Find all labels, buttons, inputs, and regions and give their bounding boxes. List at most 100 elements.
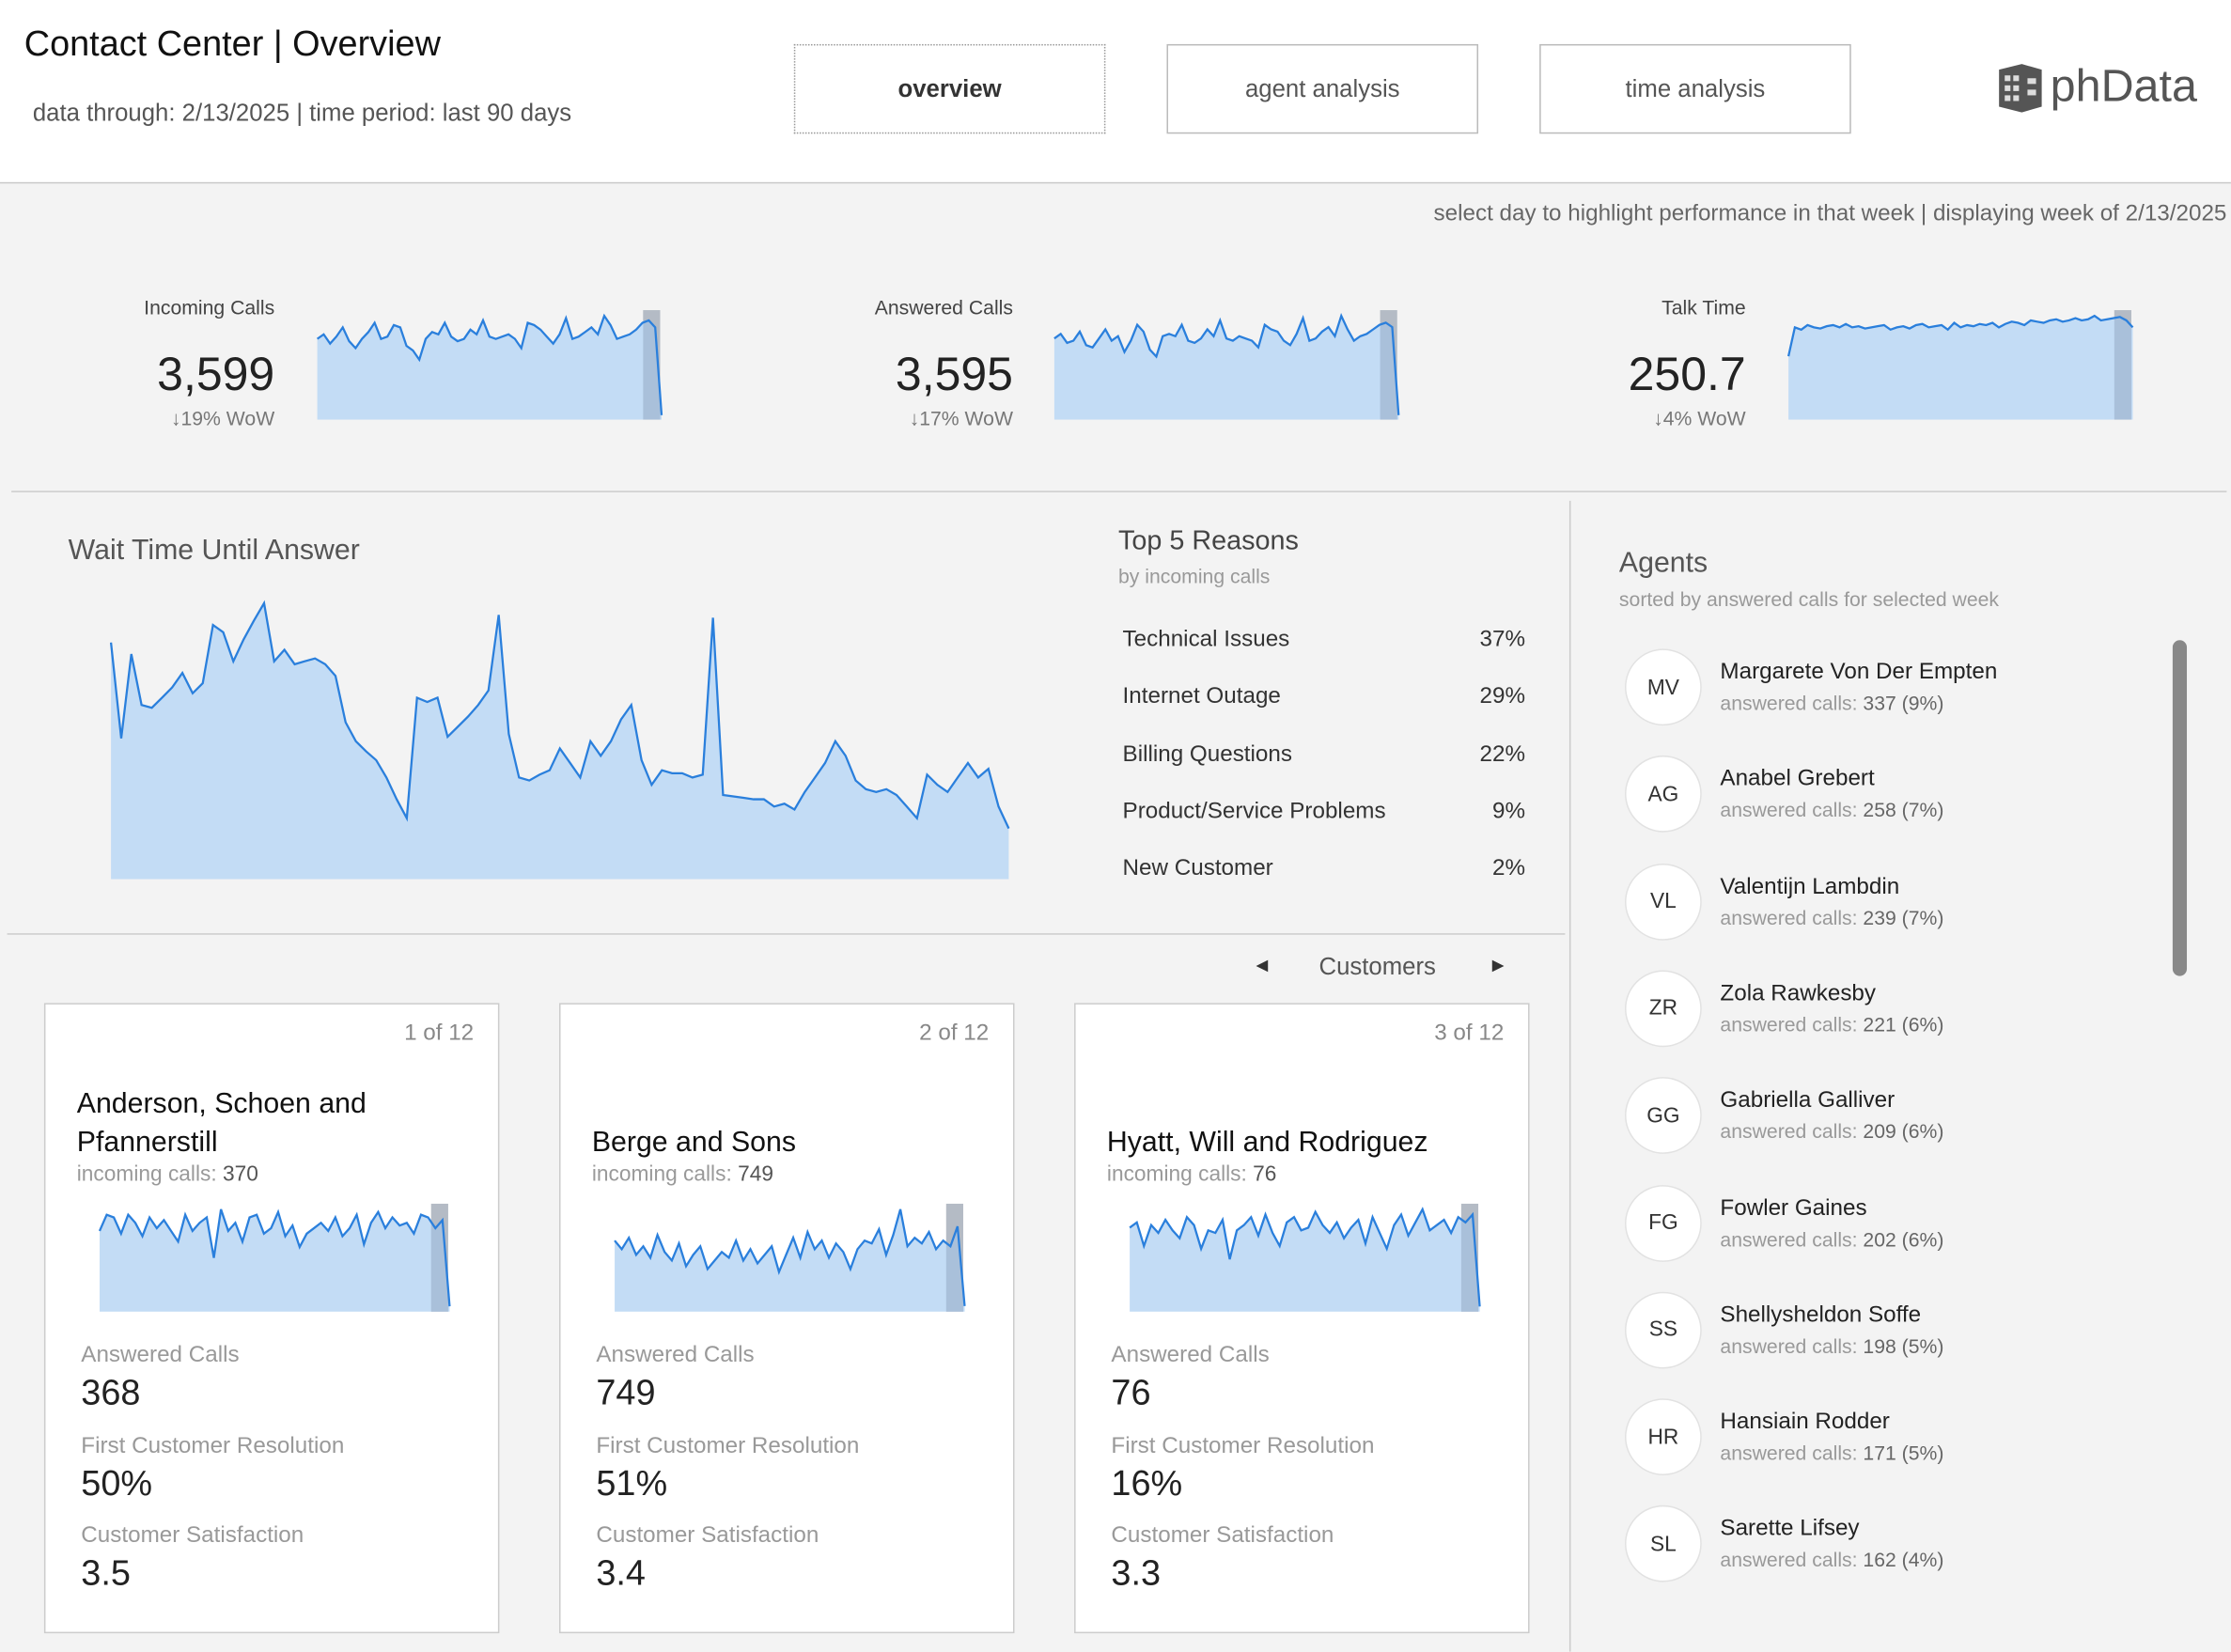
agent-name: Margarete Von Der Empten xyxy=(1720,660,1998,685)
agent-row[interactable]: HR Hansiain Rodder answered calls: 171 (5%… xyxy=(1614,1390,2161,1489)
next-button[interactable]: ► xyxy=(1488,953,1508,976)
agent-name: Fowler Gaines xyxy=(1720,1195,1867,1221)
card-header: Berge and Sons incoming calls: 749 xyxy=(592,1124,991,1187)
sparkline xyxy=(1786,310,2134,420)
agent-detail: answered calls: 209 (6%) xyxy=(1720,1120,1943,1143)
metric-label: Customer Satisfaction xyxy=(596,1523,819,1549)
customer-card[interactable]: 2 of 12 Berge and Sons incoming calls: 749… xyxy=(559,1003,1015,1634)
agent-name: Valentijn Lambdin xyxy=(1720,874,1900,899)
agent-list[interactable]: MV Margarete Von Der Empten answered calls… xyxy=(1614,640,2161,1630)
kpi-change: ↓17% WoW xyxy=(909,407,1013,430)
logo-icon xyxy=(1999,64,2042,113)
agent-row[interactable]: FG Fowler Gaines answered calls: 202 (6%) xyxy=(1614,1176,2161,1275)
metric-value: 50% xyxy=(81,1463,153,1504)
kpi-value: 3,595 xyxy=(895,347,1013,400)
customer-name: Berge and Sons xyxy=(591,1127,796,1159)
agent-row[interactable]: GG Gabriella Galliver answered calls: 209 … xyxy=(1614,1068,2161,1168)
metric-value: 3.4 xyxy=(596,1553,647,1594)
agent-detail: answered calls: 221 (6%) xyxy=(1720,1013,1943,1036)
tab[interactable]: time analysis xyxy=(1539,43,1851,134)
reason-pct: 2% xyxy=(1491,856,1526,881)
detail-label: answered calls: xyxy=(1720,1548,1858,1572)
divider xyxy=(11,491,2227,492)
section-title: Wait Time Until Answer xyxy=(68,535,360,567)
detail-value: 198 (5%) xyxy=(1863,1333,1944,1358)
metric-value: 16% xyxy=(1111,1463,1183,1504)
detail-label: answered calls: xyxy=(1720,1333,1858,1358)
avatar: HR xyxy=(1624,1398,1702,1476)
agent-name: Gabriella Galliver xyxy=(1720,1088,1896,1114)
avatar: FG xyxy=(1624,1184,1702,1262)
detail-value: 337 (9%) xyxy=(1863,691,1944,715)
incoming: incoming calls: 749 xyxy=(592,1162,991,1187)
agent-row[interactable]: SL Sarette Lifsey answered calls: 162 (4%) xyxy=(1614,1497,2161,1597)
agent-row[interactable]: VL Valentijn Lambdin answered calls: 239 (… xyxy=(1614,854,2161,954)
detail-value: 162 (4%) xyxy=(1863,1548,1944,1572)
divider xyxy=(7,933,1566,935)
reason-pct: 37% xyxy=(1479,627,1526,652)
avatar: GG xyxy=(1624,1077,1702,1155)
area xyxy=(111,602,1009,880)
reason-pct: 29% xyxy=(1479,684,1526,709)
reason-name: Technical Issues xyxy=(1122,627,1290,652)
metric-label: Answered Calls xyxy=(596,1343,755,1367)
agent-row[interactable]: AG Anabel Grebert answered calls: 258 (7%) xyxy=(1614,747,2161,847)
tab[interactable]: agent analysis xyxy=(1166,43,1479,134)
line xyxy=(316,313,663,415)
detail-label: answered calls: xyxy=(1720,1441,1858,1465)
kpi-value: 250.7 xyxy=(1628,347,1746,400)
kpi-label: Talk Time xyxy=(1662,295,1746,319)
agent-name: Sarette Lifsey xyxy=(1720,1517,1860,1542)
reason-pct: 22% xyxy=(1479,741,1526,767)
agent-row[interactable]: ZR Zola Rawkesby answered calls: 221 (6%) xyxy=(1614,961,2161,1061)
agent-row[interactable]: MV Margarete Von Der Empten answered calls… xyxy=(1614,640,2161,740)
incoming-label: incoming calls: xyxy=(76,1161,217,1187)
agent-detail: answered calls: 239 (7%) xyxy=(1720,906,1943,928)
logo-text: phData xyxy=(2050,59,2197,112)
detail-label: answered calls: xyxy=(1720,1012,1858,1036)
card-page: 1 of 12 xyxy=(404,1021,475,1046)
metric-value: 749 xyxy=(596,1373,656,1413)
customer-card[interactable]: 1 of 12 Anderson, Schoen and Pfannerstill… xyxy=(43,1003,500,1634)
metric-label: Customer Satisfaction xyxy=(1111,1523,1334,1549)
sparkline xyxy=(109,600,1010,880)
metric-value: 3.3 xyxy=(1111,1553,1162,1594)
reason-name: Billing Questions xyxy=(1122,741,1292,767)
sparkline xyxy=(614,1203,966,1312)
incoming-value: 749 xyxy=(738,1161,773,1187)
agent-row[interactable]: SS Shellysheldon Soffe answered calls: 198… xyxy=(1614,1283,2161,1382)
avatar: SS xyxy=(1624,1291,1702,1369)
week-highlight-overlay xyxy=(2114,310,2131,420)
customer-card[interactable]: 3 of 12 Hyatt, Will and Rodriguez incoming… xyxy=(1074,1003,1530,1634)
kpi-label: Incoming Calls xyxy=(144,295,275,319)
prev-button[interactable]: ◄ xyxy=(1252,953,1272,976)
metric-label: First Customer Resolution xyxy=(596,1433,860,1458)
agent-detail: answered calls: 337 (9%) xyxy=(1720,692,1943,714)
area xyxy=(1788,316,2133,420)
agent-detail: answered calls: 202 (6%) xyxy=(1720,1227,1943,1250)
kpi-label: Answered Calls xyxy=(874,295,1013,319)
avatar: VL xyxy=(1624,863,1702,941)
tab[interactable]: overview xyxy=(793,43,1106,134)
reason-pct: 9% xyxy=(1491,799,1526,824)
detail-value: 258 (7%) xyxy=(1863,798,1944,822)
detail-value: 171 (5%) xyxy=(1863,1441,1944,1465)
incoming: incoming calls: 76 xyxy=(1107,1162,1506,1187)
line xyxy=(614,1208,966,1306)
metric-value: 368 xyxy=(81,1373,141,1413)
section-subtitle: by incoming calls xyxy=(1118,565,1271,588)
card-header: Anderson, Schoen and Pfannerstill incomin… xyxy=(77,1085,476,1186)
incoming-value: 76 xyxy=(1253,1161,1277,1187)
scrollbar[interactable] xyxy=(2172,640,2188,976)
area xyxy=(1130,1208,1480,1312)
line xyxy=(1129,1207,1481,1307)
agent-detail: answered calls: 162 (4%) xyxy=(1720,1549,1943,1571)
section-title: Agents xyxy=(1618,547,1708,580)
line xyxy=(109,600,1010,830)
metric-label: Answered Calls xyxy=(81,1343,240,1367)
incoming: incoming calls: 370 xyxy=(77,1162,476,1187)
divider xyxy=(1568,500,1571,1652)
detail-value: 209 (6%) xyxy=(1863,1119,1944,1144)
metric-label: Customer Satisfaction xyxy=(81,1523,304,1549)
